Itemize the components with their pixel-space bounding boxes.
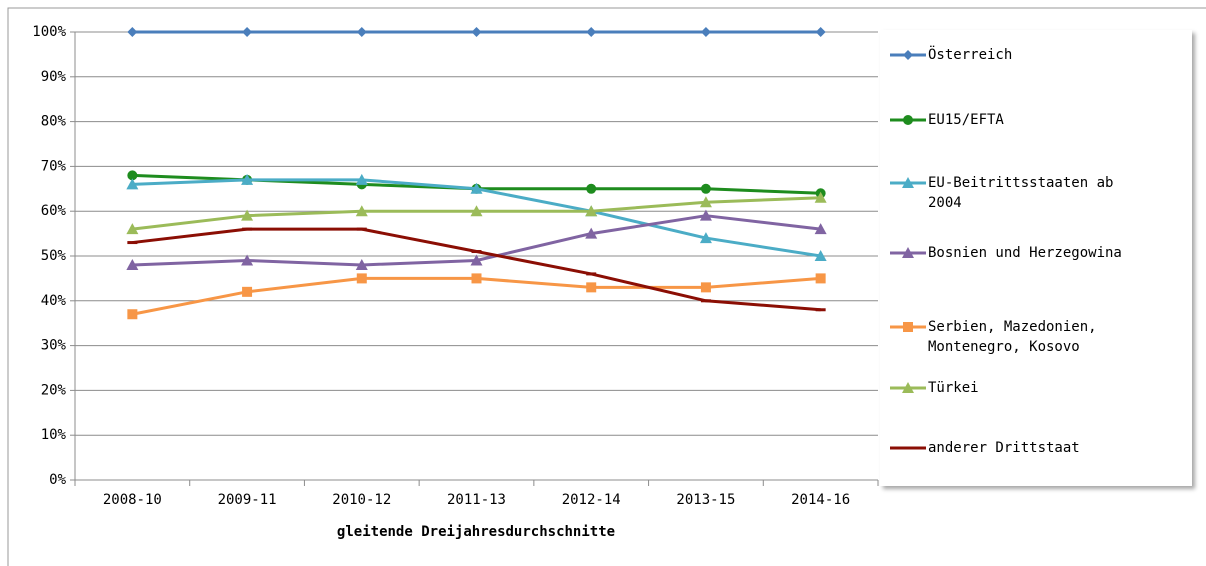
marker: [241, 209, 254, 221]
y-tick-label: 0%: [49, 472, 66, 488]
x-tick-label: 2011-13: [447, 492, 506, 508]
marker: [471, 273, 482, 284]
legend-label: Bosnien und Herzegowina: [928, 245, 1122, 261]
marker: [127, 170, 138, 181]
legend-entry: EU-Beitrittsstaaten ab 2004: [888, 173, 1138, 213]
series-line: [132, 276, 821, 316]
marker: [471, 250, 482, 254]
x-axis-title: gleitende Dreijahresdurchschnitte: [337, 524, 615, 540]
marker: [585, 227, 598, 239]
y-tick-label: 50%: [41, 248, 67, 264]
marker: [699, 196, 712, 208]
legend: Österreich EU15/EFTA EU-Beitrittsstaaten a…: [880, 30, 1192, 486]
legend-entry: Österreich: [888, 45, 1138, 65]
legend-label: anderer Drittstaat: [928, 440, 1080, 456]
legend-label: Türkei: [928, 380, 979, 396]
marker: [585, 205, 598, 217]
legend-swatch: [890, 177, 926, 188]
y-tick-label: 70%: [41, 158, 67, 174]
y-tick-label: 90%: [41, 69, 67, 85]
legend-swatch: [890, 50, 926, 60]
marker: [126, 258, 139, 270]
marker: [815, 27, 826, 37]
marker: [242, 27, 253, 37]
marker: [356, 273, 367, 284]
marker: [699, 232, 712, 244]
x-tick-label: 2009-11: [218, 492, 277, 508]
marker: [902, 247, 914, 258]
y-tick-label: 60%: [41, 203, 67, 219]
marker: [356, 227, 367, 231]
marker: [470, 254, 483, 266]
legend-label: EU-Beitrittsstaaten ab 2004: [928, 175, 1114, 211]
legend-swatch: [890, 322, 926, 332]
marker: [355, 258, 368, 270]
marker: [586, 272, 597, 276]
marker: [127, 241, 138, 245]
marker: [586, 282, 597, 293]
marker: [586, 27, 597, 37]
legend-swatch: [890, 115, 926, 125]
y-tick-label: 80%: [41, 114, 67, 130]
legend-swatch: [890, 382, 926, 393]
y-tick-label: 10%: [41, 427, 67, 443]
legend-label: Österreich: [928, 47, 1013, 63]
marker: [242, 227, 253, 231]
marker: [700, 27, 711, 37]
marker: [903, 50, 913, 60]
x-tick-label: 2008-10: [103, 492, 162, 508]
marker: [700, 183, 711, 194]
y-tick-label: 20%: [41, 382, 67, 398]
marker: [470, 182, 483, 194]
x-tick-label: 2012-14: [562, 492, 621, 508]
y-tick-label: 100%: [32, 24, 66, 40]
marker: [699, 209, 712, 221]
x-tick-label: 2013-15: [676, 492, 735, 508]
marker: [586, 183, 597, 194]
marker: [356, 27, 367, 37]
marker: [470, 205, 483, 217]
marker: [814, 223, 827, 235]
y-tick-label: 30%: [41, 338, 67, 354]
marker: [815, 273, 826, 284]
chart-border: [7, 7, 1206, 566]
marker: [126, 178, 139, 190]
legend-label: EU15/EFTA: [928, 112, 1004, 128]
marker: [355, 205, 368, 217]
marker: [814, 191, 827, 203]
marker: [902, 177, 914, 188]
x-tick-label: 2014-16: [791, 492, 850, 508]
y-tick-label: 40%: [41, 293, 67, 309]
marker: [903, 446, 913, 450]
marker: [471, 27, 482, 37]
legend-entry: Türkei: [888, 378, 1138, 398]
legend-label: Serbien, Mazedonien, Montenegro, Kosovo: [928, 319, 1097, 355]
marker: [126, 223, 139, 235]
marker: [242, 286, 253, 297]
marker: [127, 309, 138, 320]
marker: [700, 299, 711, 303]
marker: [355, 173, 368, 185]
marker: [127, 27, 138, 37]
marker: [241, 254, 254, 266]
legend-swatch: [890, 247, 926, 258]
marker: [700, 282, 711, 293]
legend-entry: anderer Drittstaat: [888, 438, 1138, 458]
legend-entry: EU15/EFTA: [888, 110, 1138, 130]
legend-entry: Bosnien und Herzegowina: [888, 243, 1138, 263]
marker: [814, 250, 827, 261]
marker: [903, 115, 913, 125]
x-tick-label: 2010-12: [332, 492, 391, 508]
marker: [903, 322, 913, 332]
marker: [902, 382, 914, 393]
legend-entry: Serbien, Mazedonien, Montenegro, Kosovo: [888, 317, 1138, 357]
marker: [815, 308, 826, 312]
marker: [241, 173, 254, 185]
legend-swatch: [890, 446, 926, 450]
